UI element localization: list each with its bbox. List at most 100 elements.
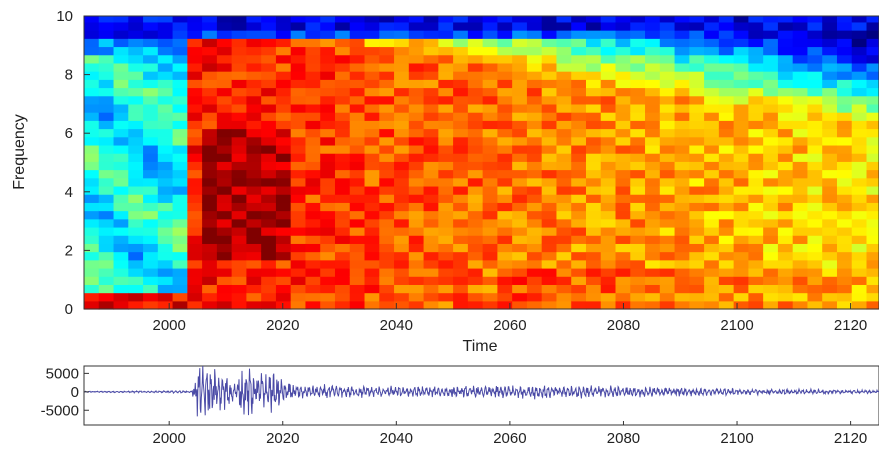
heatmap-cell xyxy=(157,79,174,89)
heatmap-cell xyxy=(187,276,203,285)
heatmap-cell xyxy=(246,267,262,277)
heatmap-cell xyxy=(674,21,690,31)
heatmap-cell xyxy=(423,284,439,294)
heatmap-cell xyxy=(98,218,115,228)
heatmap-cell xyxy=(615,62,631,72)
heatmap-cell xyxy=(571,267,587,277)
heatmap-cell xyxy=(187,202,203,212)
heatmap-cell xyxy=(571,46,587,56)
heatmap-cell xyxy=(777,259,794,269)
heatmap-cell xyxy=(497,300,513,310)
heatmap-cell xyxy=(482,46,498,56)
heatmap-cell xyxy=(246,185,262,195)
heatmap-cell xyxy=(290,87,307,97)
heatmap-cell xyxy=(541,136,558,146)
heatmap-cell xyxy=(512,169,528,179)
heatmap-cell xyxy=(143,267,159,277)
heatmap-cell xyxy=(290,21,307,31)
heatmap-cell xyxy=(98,284,115,294)
heatmap-cell xyxy=(438,128,454,138)
heatmap-cell xyxy=(733,153,749,162)
heatmap-cell xyxy=(645,128,661,138)
heatmap-cell xyxy=(143,128,159,138)
heatmap-cell xyxy=(261,54,277,64)
heatmap-cell xyxy=(777,16,794,23)
heatmap-cell xyxy=(157,71,174,80)
heatmap-cell xyxy=(512,54,528,64)
heatmap-cell xyxy=(423,300,439,310)
heatmap-cell xyxy=(113,16,129,23)
heatmap-cell xyxy=(320,79,336,89)
heatmap-cell xyxy=(659,103,676,113)
heatmap-cell xyxy=(231,153,247,162)
heatmap-cell xyxy=(526,267,543,277)
heatmap-cell xyxy=(482,267,498,277)
heatmap-cell xyxy=(143,243,159,253)
heatmap-cell xyxy=(349,276,366,285)
heatmap-cell xyxy=(216,128,233,138)
heatmap-cell xyxy=(526,16,543,23)
heatmap-cell xyxy=(113,87,129,97)
heatmap-cell xyxy=(615,202,631,212)
heatmap-cell xyxy=(851,284,868,294)
heatmap-cell xyxy=(128,38,144,48)
heatmap-cell xyxy=(482,128,498,138)
heatmap-cell xyxy=(526,292,543,302)
heatmap-cell xyxy=(157,210,174,220)
heatmap-cell xyxy=(438,103,454,113)
heatmap-cell xyxy=(231,30,247,39)
heatmap-cell xyxy=(467,30,484,39)
heatmap-cell xyxy=(202,259,218,269)
heatmap-cell xyxy=(526,194,543,203)
heatmap-cell xyxy=(512,136,528,146)
heatmap-cell xyxy=(733,267,749,277)
heatmap-cell xyxy=(320,161,336,171)
heatmap-cell xyxy=(438,112,454,121)
heatmap-cell xyxy=(290,251,307,261)
heatmap-cell xyxy=(261,153,277,162)
heatmap-cell xyxy=(822,128,838,138)
heatmap-cell xyxy=(320,202,336,212)
heatmap-cell xyxy=(748,169,764,179)
heatmap-cell xyxy=(792,292,809,302)
heatmap-cell xyxy=(659,46,676,56)
heatmap-cell xyxy=(349,251,366,261)
heatmap-cell xyxy=(84,210,100,220)
heatmap-cell xyxy=(718,16,735,23)
heatmap-cell xyxy=(423,71,439,80)
heatmap-cell xyxy=(704,210,720,220)
heatmap-cell xyxy=(453,251,469,261)
heatmap-cell xyxy=(379,136,395,146)
heatmap-cell xyxy=(275,79,292,89)
heatmap-cell xyxy=(172,30,188,39)
heatmap-cell xyxy=(645,292,661,302)
heatmap-cell xyxy=(275,210,292,220)
heatmap-cell xyxy=(615,21,631,31)
heatmap-cell xyxy=(822,87,838,97)
heatmap-cell xyxy=(615,292,631,302)
heatmap-cell xyxy=(689,169,705,179)
heatmap-cell xyxy=(379,30,395,39)
heatmap-cell xyxy=(526,161,543,171)
heatmap-cell xyxy=(836,153,853,162)
heatmap-cell xyxy=(482,284,498,294)
heatmap-cell xyxy=(379,161,395,171)
heatmap-cell xyxy=(866,103,879,113)
heatmap-cell xyxy=(364,194,380,203)
heatmap-cell xyxy=(615,251,631,261)
heatmap-cell xyxy=(84,267,100,277)
heatmap-cell xyxy=(630,169,646,179)
heatmap-cell xyxy=(600,71,617,80)
heatmap-cell xyxy=(585,218,602,228)
heatmap-cell xyxy=(157,235,174,244)
heatmap-cell xyxy=(261,79,277,89)
heatmap-cell xyxy=(231,284,247,294)
heatmap-cell xyxy=(113,46,129,56)
heatmap-cell xyxy=(659,120,676,130)
heatmap-cell xyxy=(556,218,572,228)
heatmap-cell xyxy=(364,112,380,121)
heatmap-cell xyxy=(600,62,617,72)
heatmap-cell xyxy=(556,226,572,236)
heatmap-cell xyxy=(733,79,749,89)
heatmap-cell xyxy=(172,79,188,89)
